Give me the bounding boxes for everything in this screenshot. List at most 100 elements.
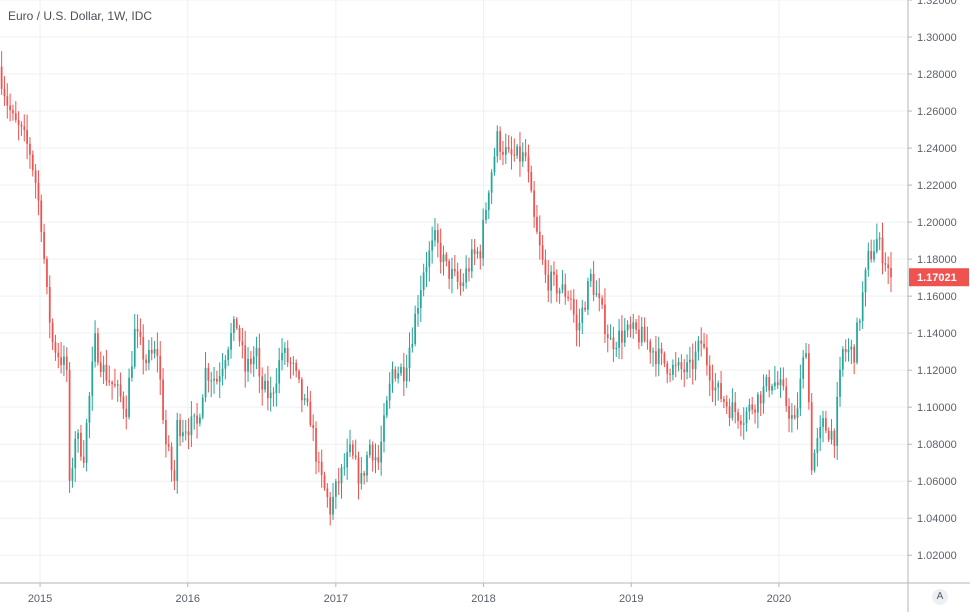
candle-body — [26, 130, 28, 144]
candle-body — [776, 382, 779, 386]
candle-body — [108, 380, 111, 383]
candle-body — [754, 409, 756, 413]
candle-body — [94, 333, 96, 362]
candle-body — [864, 269, 867, 293]
candle-body — [618, 330, 620, 348]
candle-body — [519, 146, 521, 162]
y-tick-label: 1.04000 — [917, 513, 957, 525]
candle-body — [23, 126, 26, 131]
candle-body — [85, 422, 88, 463]
time-axis[interactable]: 2015 2016 2017 2018 2019 2020 — [0, 582, 970, 605]
y-tick-label: 1.16000 — [917, 291, 957, 303]
last-price-badge — [909, 268, 969, 287]
y-tick-label: 1.12000 — [917, 365, 957, 377]
candle-body — [65, 356, 68, 370]
candle-body — [428, 250, 431, 267]
candle-body — [813, 452, 816, 471]
candle-body — [694, 351, 697, 370]
candle-body — [841, 348, 844, 370]
candle-body — [77, 432, 79, 439]
candle-body — [873, 251, 875, 260]
candle-body — [431, 240, 434, 251]
candle-body — [499, 131, 502, 152]
candle-body — [844, 348, 847, 353]
candle-body — [326, 488, 329, 498]
candle-body — [853, 346, 856, 363]
candle-body — [513, 154, 516, 156]
candle-body — [383, 415, 385, 442]
candle-body — [165, 420, 167, 445]
candle-body — [856, 322, 858, 363]
candle-body — [337, 481, 340, 484]
candle-body — [235, 319, 238, 329]
candle-body — [278, 360, 281, 384]
candle-body — [3, 88, 6, 97]
candle-body — [689, 359, 691, 363]
candle-body — [436, 230, 439, 243]
candle-body — [833, 430, 836, 446]
candle-body — [541, 245, 544, 260]
candle-body — [451, 268, 453, 279]
candle-body — [827, 430, 830, 440]
candle-body — [521, 152, 524, 162]
candle-body — [34, 170, 37, 183]
candle-body — [453, 268, 456, 272]
candle-body — [615, 347, 618, 350]
candle-body — [122, 396, 125, 409]
last-price-label: 1.17021 — [917, 272, 957, 284]
candle-body — [139, 331, 142, 337]
candle-body — [547, 274, 550, 291]
candle-body — [462, 282, 465, 287]
candle-body — [706, 347, 708, 366]
candle-body — [655, 351, 657, 365]
candle-body — [380, 441, 383, 463]
candle-body — [207, 367, 210, 381]
candle-body — [179, 419, 181, 437]
candle-body — [261, 376, 264, 390]
candle-body — [167, 444, 170, 447]
candle-body — [173, 470, 176, 481]
candle-body — [199, 417, 201, 424]
candle-body — [114, 384, 116, 386]
candle-body — [847, 349, 850, 353]
candle-body — [674, 364, 677, 366]
candle-body — [890, 267, 892, 278]
x-tick-label: 2015 — [28, 593, 52, 605]
candle-body — [544, 259, 547, 275]
candle-body — [71, 468, 74, 481]
candle-body — [349, 444, 351, 453]
candle-body — [51, 322, 54, 343]
candle-body — [434, 230, 436, 241]
candle-body — [317, 461, 320, 463]
candle-body — [771, 386, 773, 391]
candle-body — [405, 367, 408, 382]
candle-body — [734, 402, 737, 413]
candle-body — [700, 340, 703, 344]
symbol-title: Euro / U.S. Dollar, 1W, IDC — [8, 9, 153, 23]
candle-body — [626, 324, 629, 331]
candle-body — [363, 472, 366, 476]
candle-body — [289, 362, 292, 364]
candle-body — [875, 239, 878, 252]
y-tick-label: 1.20000 — [917, 217, 957, 229]
candle-body — [159, 355, 162, 380]
candle-body — [558, 290, 561, 294]
price-axis[interactable]: 1.32000 1.30000 1.28000 1.26000 1.24000 1.220… — [907, 0, 957, 612]
candle-body — [216, 378, 218, 382]
candle-body — [298, 371, 300, 380]
candle-body — [377, 457, 380, 463]
candle-body — [504, 147, 507, 155]
candle-body — [439, 242, 442, 262]
candle-body — [606, 334, 609, 339]
candle-body — [320, 461, 323, 476]
candle-body — [252, 356, 255, 365]
candle-body — [725, 401, 728, 407]
auto-scale-button[interactable]: A — [932, 589, 948, 605]
candle-body — [640, 326, 643, 343]
x-tick-label: 2017 — [324, 593, 348, 605]
candle-body — [170, 446, 173, 471]
candle-body — [156, 348, 159, 356]
candle-body — [468, 268, 470, 272]
candle-body — [584, 307, 586, 310]
